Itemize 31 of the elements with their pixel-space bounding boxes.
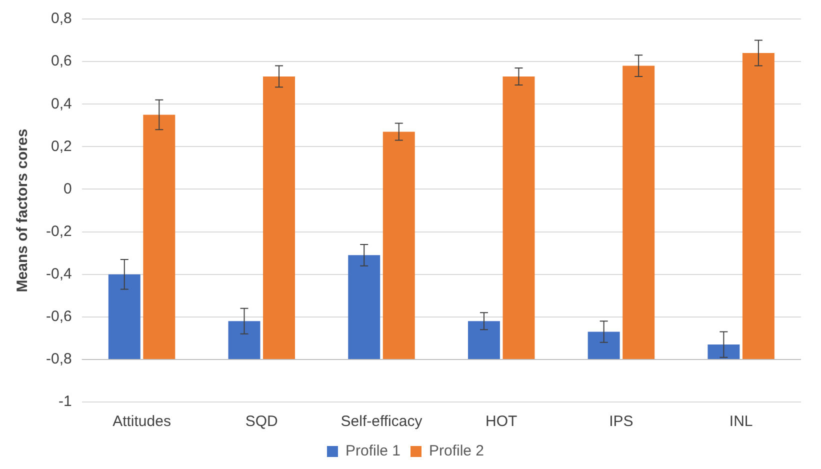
y-tick-label: -1 — [58, 393, 72, 410]
y-tick-label: -0,4 — [46, 265, 72, 282]
bar — [468, 321, 500, 360]
bar — [708, 344, 740, 360]
y-axis-title: Means of factors cores — [14, 128, 32, 292]
y-tick-label: -0,8 — [46, 350, 72, 368]
y-tick-label: 0 — [64, 180, 72, 198]
x-tick-label: Attitudes — [112, 413, 171, 430]
y-tick-label: -0,2 — [46, 222, 72, 240]
y-tick-label: 0,4 — [50, 95, 72, 112]
x-tick-label: INL — [729, 413, 753, 430]
bar — [143, 114, 176, 360]
x-tick-label: SQD — [245, 413, 278, 430]
bar — [622, 66, 655, 360]
bar — [742, 53, 774, 360]
x-tick-label: Self-efficacy — [340, 413, 423, 430]
bar — [228, 321, 260, 360]
y-tick-label: -0,6 — [46, 308, 72, 326]
y-tick-label: 0,6 — [50, 52, 72, 70]
x-tick-label: HOT — [486, 413, 518, 430]
bar — [382, 132, 415, 360]
bar — [588, 332, 620, 360]
bar — [108, 274, 140, 360]
bar — [348, 255, 380, 360]
x-tick-label: IPS — [609, 413, 634, 430]
y-tick-label: 0,2 — [50, 138, 72, 155]
bar — [263, 76, 296, 360]
y-tick-label: 0,8 — [50, 10, 72, 28]
legend-label: Profile 2 — [429, 442, 484, 460]
bar — [502, 76, 535, 360]
legend-label: Profile 1 — [345, 442, 401, 460]
